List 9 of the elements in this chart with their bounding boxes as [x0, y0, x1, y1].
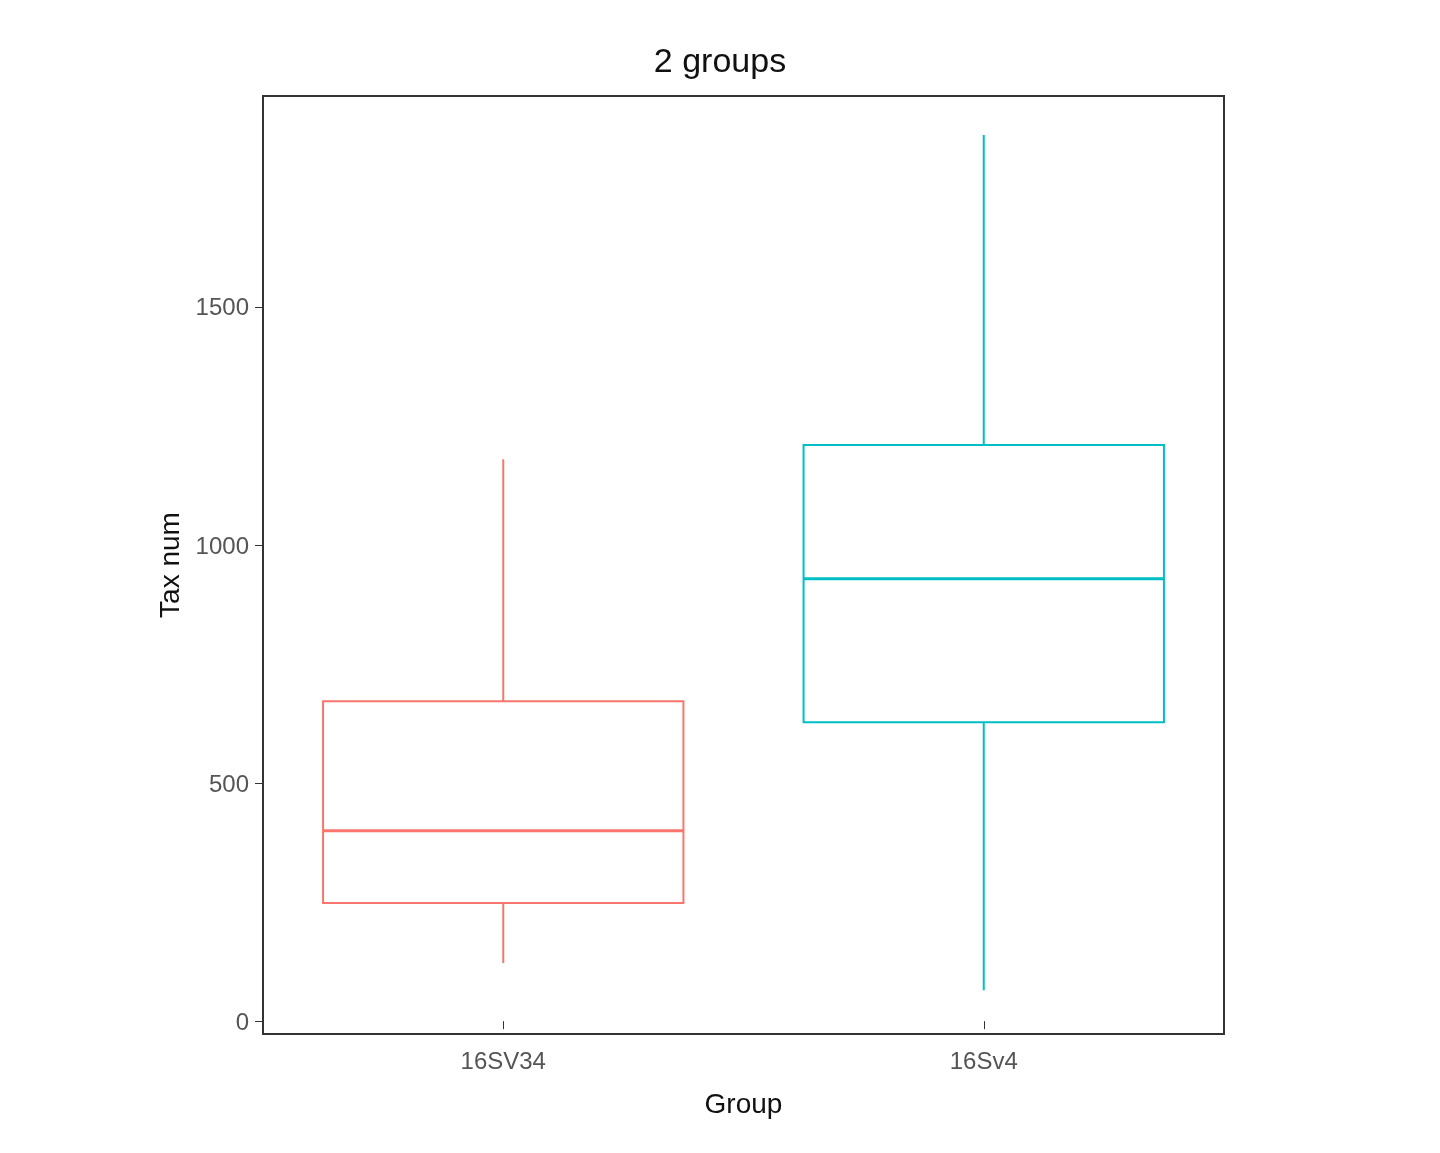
- y-axis-title: Tax num: [153, 512, 185, 618]
- x-axis-title: Group: [704, 1087, 783, 1119]
- y-tick-label: 1000: [195, 531, 249, 559]
- y-tick-label: 0: [235, 1007, 249, 1035]
- chart-title: 2 groups: [653, 41, 787, 79]
- x-tick-label: 16Sv4: [949, 1046, 1018, 1074]
- x-tick-label: 16SV34: [460, 1046, 546, 1074]
- y-tick-label: 500: [208, 769, 249, 797]
- y-tick-label: 1500: [195, 293, 249, 321]
